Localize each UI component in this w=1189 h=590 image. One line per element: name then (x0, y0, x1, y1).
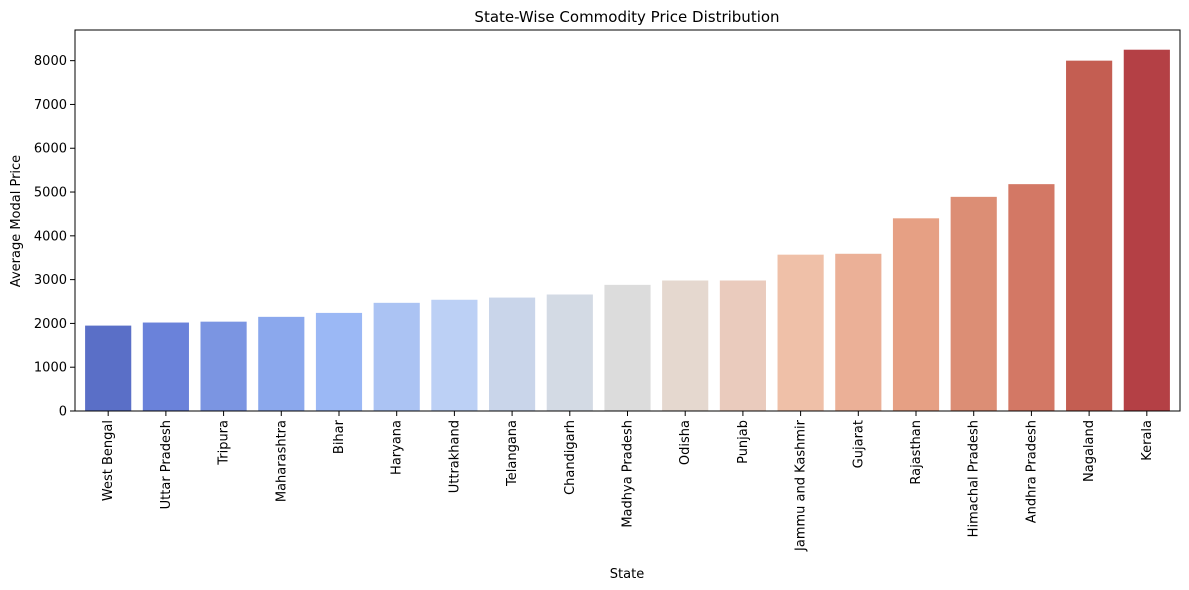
x-tick-label: Uttrakhand (447, 420, 462, 493)
y-tick-label: 0 (59, 405, 67, 420)
x-tick-label: Madhya Pradesh (621, 420, 636, 528)
y-tick-label: 4000 (34, 229, 67, 244)
bar-odisha (662, 280, 709, 411)
bar-telangana (489, 297, 536, 411)
x-tick-label: West Bengal (101, 420, 116, 501)
y-tick-label: 5000 (34, 186, 67, 201)
bar-gujarat (835, 253, 882, 411)
plot-frame (74, 29, 1181, 412)
x-tick-label: Himachal Pradesh (967, 420, 982, 537)
x-tick-label: Gujarat (851, 420, 866, 468)
y-tick-label: 8000 (34, 54, 67, 69)
x-tick-label: Andhra Pradesh (1024, 420, 1039, 523)
x-tick-label: Chandigarh (563, 420, 578, 495)
y-axis-title: Average Modal Price (9, 155, 24, 287)
x-tick-label: Telangana (505, 420, 520, 487)
bar-haryana (373, 302, 420, 411)
bar-punjab (719, 280, 766, 411)
x-tick-label: Bihar (332, 419, 347, 454)
y-tick-label: 2000 (34, 317, 67, 332)
x-tick-label: Haryana (390, 420, 405, 475)
y-axis: 0 1000 2000 3000 4000 5000 6000 7000 8000 (34, 54, 75, 420)
bar-tripura (200, 321, 247, 411)
x-tick-label: Nagaland (1082, 420, 1097, 482)
x-tick-label: Kerala (1140, 420, 1155, 461)
bar-west-bengal (85, 325, 132, 411)
x-tick-label: Tripura (217, 420, 232, 466)
bar-maharashtra (258, 316, 305, 411)
x-axis: West Bengal Uttar Pradesh Tripura Maharasht… (101, 411, 1155, 552)
y-tick-label: 3000 (34, 273, 67, 288)
bar-nagaland (1066, 60, 1113, 411)
x-tick-label: Punjab (736, 420, 751, 464)
y-tick-label: 7000 (34, 98, 67, 113)
bar-kerala (1123, 49, 1170, 411)
x-tick-label: Rajasthan (909, 420, 924, 485)
x-axis-title: State (610, 567, 644, 582)
x-tick-label: Odisha (678, 420, 693, 465)
bar-rajasthan (892, 218, 940, 411)
bar-uttar-pradesh (142, 322, 189, 411)
bar-himachal-pradesh (950, 196, 997, 411)
bar-madhya-pradesh (604, 284, 651, 411)
x-tick-label: Uttar Pradesh (159, 420, 174, 509)
x-tick-label: Jammu and Kashmir (794, 419, 809, 552)
y-tick-label: 1000 (34, 361, 67, 376)
y-tick-label: 6000 (34, 142, 67, 157)
bars-layer (85, 49, 1170, 411)
x-tick-label: Maharashtra (274, 420, 289, 502)
bar-bihar (315, 312, 363, 411)
bar-jammu-and-kashmir (777, 254, 824, 411)
bar-chandigarh (546, 294, 593, 411)
bar-andhra-pradesh (1008, 184, 1055, 411)
chart-title: State-Wise Commodity Price Distribution (474, 8, 779, 26)
bar-uttrakhand (431, 299, 478, 411)
